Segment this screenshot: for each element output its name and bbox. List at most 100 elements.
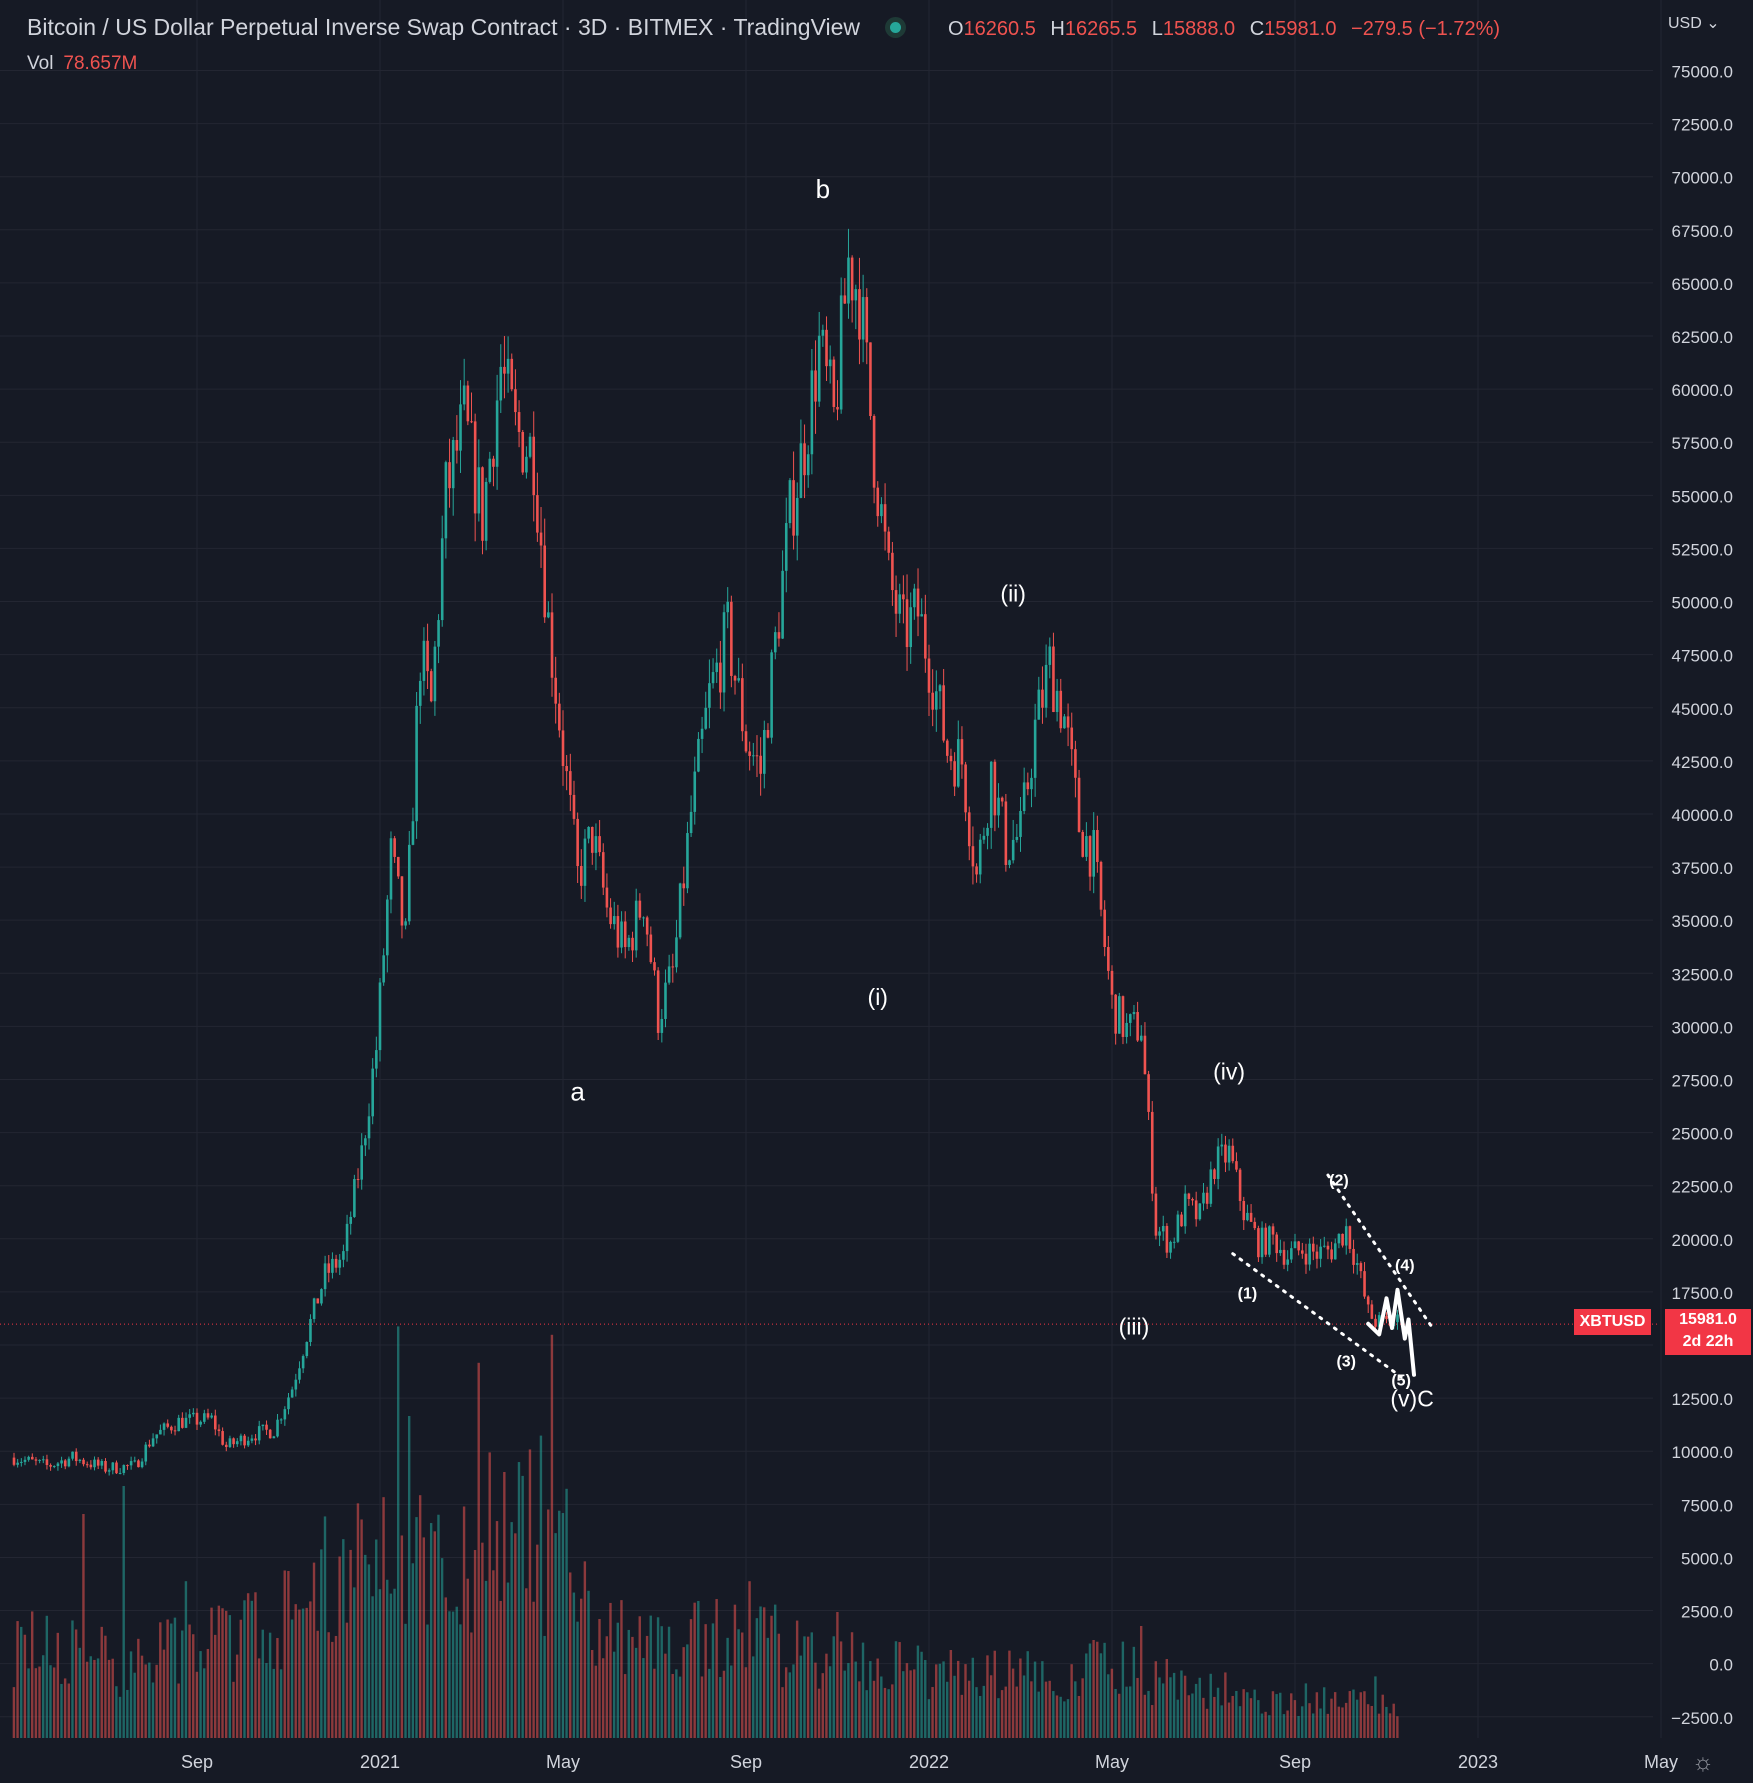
candle-body [400, 876, 404, 926]
volume-bar [151, 1682, 155, 1738]
volume-bar [1352, 1689, 1355, 1738]
volume-legend: Vol 78.657M [27, 53, 137, 75]
candle-body [1121, 996, 1125, 1037]
volume-bar [1172, 1672, 1176, 1738]
volume-bar [1315, 1692, 1319, 1738]
candle-body [675, 937, 678, 968]
wave-label: (i) [868, 984, 888, 1010]
volume-bar [656, 1617, 660, 1738]
candle-body [869, 342, 872, 417]
candle-body [792, 480, 795, 536]
volume-bar [803, 1636, 806, 1738]
candle-body [192, 1412, 195, 1415]
wave-label: (v)C [1390, 1386, 1433, 1412]
volume-bar [488, 1452, 491, 1738]
candle-body [279, 1419, 283, 1421]
volume-bar [477, 1362, 480, 1738]
volume-bar [217, 1605, 221, 1738]
candle-body [850, 257, 854, 301]
volume-bar [967, 1680, 971, 1738]
volume-bar [1374, 1676, 1377, 1738]
volume-bar [730, 1665, 733, 1738]
candle-body [1341, 1233, 1344, 1246]
candle-body [960, 739, 964, 765]
volume-bar [561, 1513, 565, 1738]
low-value: 15888.0 [1162, 18, 1236, 40]
volume-bar [133, 1672, 136, 1738]
close-value: 15981.0 [1264, 18, 1337, 40]
volume-bar [971, 1657, 975, 1738]
candle-body [795, 497, 799, 536]
candle-body [927, 658, 931, 693]
candle-body [1165, 1226, 1169, 1253]
currency-selector[interactable]: USD ⌄ [1668, 13, 1720, 33]
volume-bar [272, 1668, 275, 1738]
candle-body [708, 683, 711, 708]
candle-body [34, 1459, 38, 1461]
candle-body [232, 1438, 235, 1445]
candle-body [151, 1438, 155, 1447]
volume-bar [521, 1475, 524, 1738]
candle-body [1205, 1192, 1209, 1204]
candle-body [1286, 1259, 1289, 1265]
candle-body [634, 900, 638, 951]
volume-bar [664, 1653, 667, 1738]
candle-body [364, 1138, 367, 1146]
candle-body [561, 730, 565, 767]
candle-body [12, 1457, 16, 1465]
candle-body [1000, 797, 1004, 802]
volume-bar [162, 1649, 166, 1738]
volume-bar [462, 1506, 466, 1738]
volume-bar [1066, 1699, 1070, 1738]
candle-body [1088, 836, 1092, 877]
candle-body [587, 827, 590, 839]
candle-body [353, 1179, 356, 1217]
high-key: H [1050, 18, 1065, 40]
candle-body [393, 838, 396, 857]
candle-body [312, 1298, 316, 1320]
volume-bar [448, 1611, 451, 1738]
volume-bar [228, 1615, 232, 1738]
volume-bar [12, 1687, 16, 1738]
volume-bar [1216, 1687, 1220, 1738]
gear-icon[interactable]: ☼ [1692, 1749, 1714, 1776]
y-tick-label: 25000.0 [1672, 1125, 1733, 1144]
volume-bar [1015, 1686, 1018, 1738]
volume-bar [814, 1662, 817, 1738]
volume-bar [415, 1517, 418, 1738]
volume-bar [276, 1638, 279, 1738]
volume-bar [1392, 1703, 1395, 1738]
wave-label: (5) [1391, 1372, 1411, 1389]
candle-body [528, 436, 532, 457]
volume-bar [52, 1667, 56, 1738]
volume-bar [938, 1663, 942, 1738]
candle-body [865, 297, 869, 343]
volume-bar [451, 1611, 455, 1738]
time-axis[interactable]: Sep2021MaySep2022MaySep2023MaySep2024 [181, 1752, 1753, 1772]
y-tick-label: 5000.0 [1681, 1549, 1733, 1568]
volume-bar [1213, 1696, 1216, 1738]
volume-bar [978, 1695, 982, 1738]
volume-bar [1191, 1693, 1194, 1738]
volume-bar [752, 1656, 755, 1738]
wave-label: (3) [1336, 1353, 1356, 1370]
volume-bar [375, 1539, 378, 1738]
candle-body [854, 289, 858, 301]
candle-body [1150, 1111, 1154, 1194]
volume-bar [894, 1641, 898, 1738]
y-tick-label: 27500.0 [1672, 1071, 1733, 1090]
candle-body [543, 545, 546, 618]
candle-body [1129, 1014, 1132, 1023]
candle-body [931, 692, 934, 710]
candle-body [704, 707, 708, 729]
candle-body [949, 755, 953, 762]
volume-bar [309, 1601, 312, 1738]
volume-bar [71, 1620, 74, 1738]
volume-bar [16, 1621, 19, 1738]
volume-bar [1187, 1695, 1190, 1738]
candle-body [711, 672, 715, 684]
volume-bar [1165, 1659, 1168, 1738]
candle-body [1055, 690, 1059, 713]
candle-body [52, 1466, 56, 1468]
